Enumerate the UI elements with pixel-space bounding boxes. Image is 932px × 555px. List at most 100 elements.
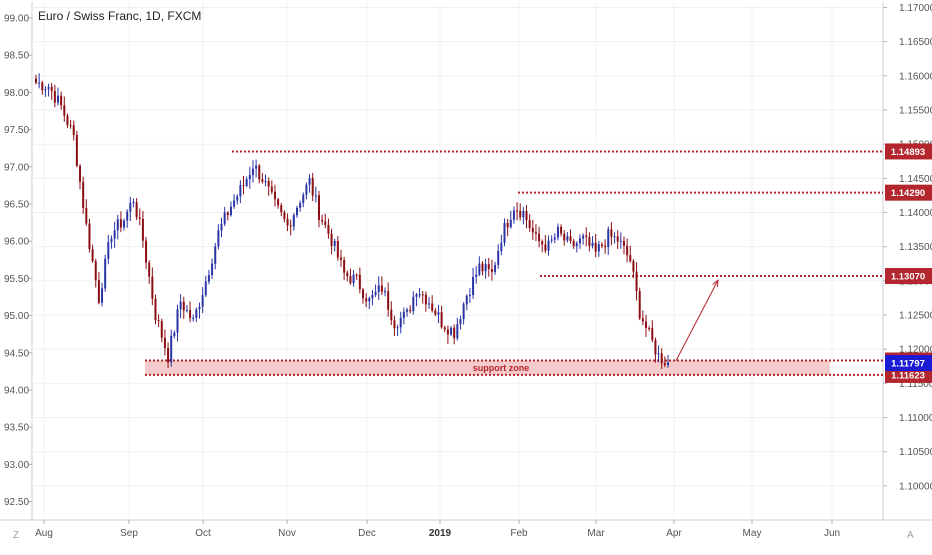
candle-body	[399, 317, 402, 328]
candle-body	[531, 227, 534, 233]
candle-body	[494, 264, 497, 272]
left-axis-tick-label: 92.50	[4, 497, 29, 508]
candle-body	[462, 304, 465, 320]
candle-body	[478, 263, 481, 275]
candle-body	[421, 294, 424, 296]
candle-body	[456, 324, 459, 339]
candle-body	[352, 274, 355, 284]
auto-scale-button[interactable]: A	[907, 530, 914, 541]
candle-body	[283, 212, 286, 219]
candle-body	[286, 218, 289, 226]
candle-body	[406, 309, 409, 312]
candle-body	[198, 306, 201, 310]
candle-body	[38, 82, 41, 84]
candle-body	[135, 202, 138, 218]
right-axis-tick-label: 1.11500	[899, 379, 932, 390]
projection-arrow-line	[675, 279, 719, 362]
candle-body	[179, 301, 182, 310]
chart-title: Euro / Swiss Franc, 1D, FXCM	[38, 9, 202, 23]
candle-body	[597, 244, 600, 252]
candle-body	[239, 185, 242, 197]
candle-body	[41, 82, 44, 91]
candle-body	[437, 312, 440, 315]
candle-body	[176, 309, 179, 333]
candle-body	[113, 230, 116, 239]
left-axis-tick-label: 95.50	[4, 274, 29, 285]
candle-body	[512, 210, 515, 220]
candle-body	[330, 233, 333, 246]
candle-body	[575, 243, 578, 247]
candle-body	[459, 319, 462, 325]
right-axis-tick-label: 1.12500	[899, 310, 932, 321]
candle-body	[465, 295, 468, 305]
candle-body	[374, 292, 377, 295]
support-zone-label: support zone	[473, 363, 530, 373]
candle-body	[616, 236, 619, 242]
candle-body	[277, 199, 280, 206]
left-axis-tick-label: 94.00	[4, 386, 29, 397]
candle-body	[654, 339, 657, 355]
time-axis-label: May	[743, 528, 762, 539]
timezone-toggle-button[interactable]: Z	[13, 530, 20, 541]
candle-body	[626, 245, 629, 256]
candle-body	[553, 237, 556, 240]
candle-body	[104, 258, 107, 289]
candle-body	[500, 242, 503, 252]
candle-body	[644, 321, 647, 329]
candle-body	[311, 178, 314, 196]
level-price-label-bg	[885, 268, 932, 285]
candle-body	[214, 246, 217, 264]
candle-body	[110, 238, 113, 243]
time-axis-label: Sep	[120, 528, 138, 539]
candle-body	[305, 184, 308, 195]
time-axis-label: 2019	[429, 528, 452, 539]
candle-body	[343, 259, 346, 273]
candle-body	[594, 242, 597, 252]
right-axis-tick-label: 1.11000	[899, 413, 932, 424]
candle-body	[264, 181, 267, 183]
candle-body	[324, 221, 327, 225]
candle-body	[667, 362, 669, 366]
level-price-label: 1.11623	[891, 370, 925, 381]
right-axis-tick-label: 1.13500	[899, 242, 932, 253]
candle-body	[556, 226, 559, 238]
candle-body	[440, 312, 443, 328]
candle-body	[610, 229, 613, 237]
candle-body	[390, 309, 393, 321]
candle-body	[132, 202, 135, 204]
candle-body	[258, 165, 261, 180]
candle-body	[503, 222, 506, 243]
left-axis-tick-label: 98.00	[4, 88, 29, 99]
candle-body	[251, 168, 254, 176]
left-axis-tick-label: 96.00	[4, 237, 29, 248]
candle-body	[550, 239, 553, 241]
candle-body	[35, 78, 37, 83]
candle-body	[585, 235, 588, 237]
candle-body	[302, 194, 305, 204]
time-axis-label: Mar	[587, 528, 605, 539]
candle-body	[192, 317, 195, 319]
candle-body	[475, 274, 478, 277]
candle-body	[57, 95, 60, 103]
candle-body	[280, 205, 283, 213]
candle-body	[424, 294, 427, 305]
candle-body	[560, 226, 563, 234]
right-axis-tick-label: 1.17000	[899, 3, 932, 14]
time-axis-label: Jun	[824, 528, 840, 539]
candle-body	[362, 289, 365, 299]
candle-body	[173, 332, 176, 336]
candle-body	[365, 298, 368, 302]
candle-body	[497, 251, 500, 265]
candle-body	[333, 240, 336, 246]
level-price-label-bg	[885, 143, 932, 160]
candle-body	[154, 298, 157, 321]
candle-body	[138, 217, 141, 219]
time-axis-label: Apr	[666, 528, 682, 539]
right-axis-tick-label: 1.12000	[899, 345, 932, 356]
candle-body	[101, 288, 104, 303]
candle-body	[418, 294, 421, 296]
time-axis-label: Nov	[278, 528, 296, 539]
candle-body	[641, 318, 644, 322]
left-axis-tick-label: 97.50	[4, 125, 29, 136]
candle-body	[472, 276, 475, 296]
